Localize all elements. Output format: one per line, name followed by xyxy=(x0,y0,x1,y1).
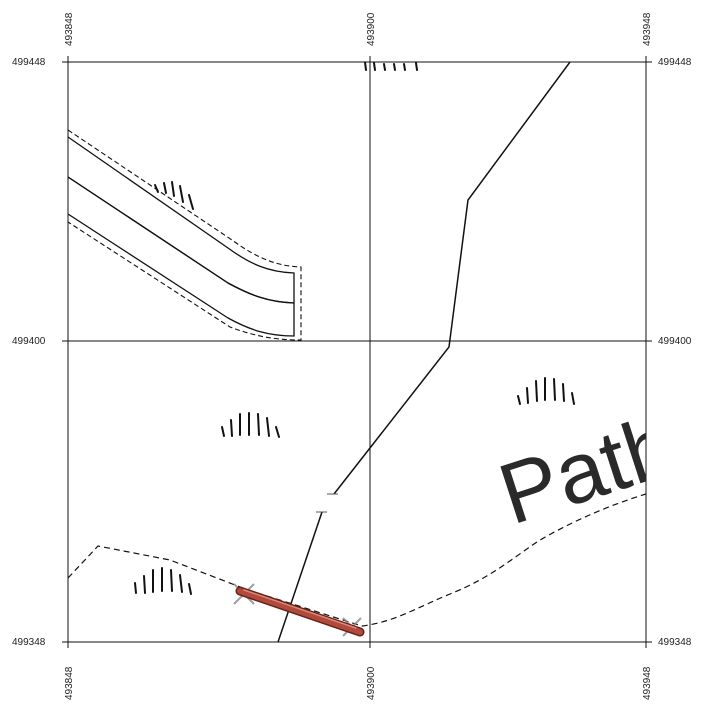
hachure-marks xyxy=(134,62,575,595)
northing-label-left-1: 499448 xyxy=(12,57,46,68)
path-break-marker xyxy=(316,493,338,513)
northing-label-right-2: 499400 xyxy=(658,336,692,347)
easting-label-top-3: 493948 xyxy=(642,12,653,46)
easting-label-bottom-3: 493948 xyxy=(642,666,653,700)
path-line xyxy=(333,62,571,495)
northing-label-right-1: 499448 xyxy=(658,57,692,68)
easting-label-bottom-1: 493848 xyxy=(64,666,75,700)
road-edge-dashed xyxy=(68,129,302,341)
road-outline xyxy=(68,136,295,337)
northing-label-left-2: 499400 xyxy=(12,336,46,347)
easting-label-bottom-2: 493900 xyxy=(366,666,377,700)
feature-label-path: Path xyxy=(488,397,686,543)
path-line-lower xyxy=(277,511,323,642)
northing-label-left-3: 499348 xyxy=(12,637,46,648)
map-grid xyxy=(62,56,652,648)
easting-label-top-2: 493900 xyxy=(366,12,377,46)
marker-bar-highlight xyxy=(243,589,357,629)
northing-label-right-3: 499348 xyxy=(658,637,692,648)
easting-label-top-1: 493848 xyxy=(64,12,75,46)
marker-bar xyxy=(237,588,363,635)
dashed-boundary xyxy=(68,493,646,627)
map-frame xyxy=(67,61,647,643)
grid-labels: 493848 493900 493948 493848 493900 49394… xyxy=(12,12,692,700)
measurement-marker xyxy=(233,583,365,637)
